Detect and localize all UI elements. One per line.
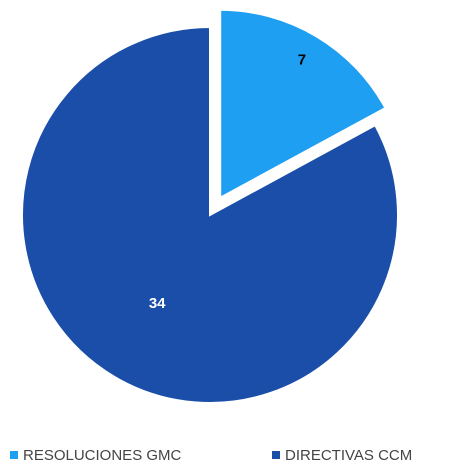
pie-slice [21,25,399,404]
legend-swatch [272,451,280,459]
data-label: 7 [298,51,306,68]
legend-label: RESOLUCIONES GMC [23,447,182,464]
legend-swatch [10,451,18,459]
pie-slice [219,8,387,200]
legend-label: DIRECTIVAS CCM [285,447,412,464]
data-label: 34 [149,295,166,312]
